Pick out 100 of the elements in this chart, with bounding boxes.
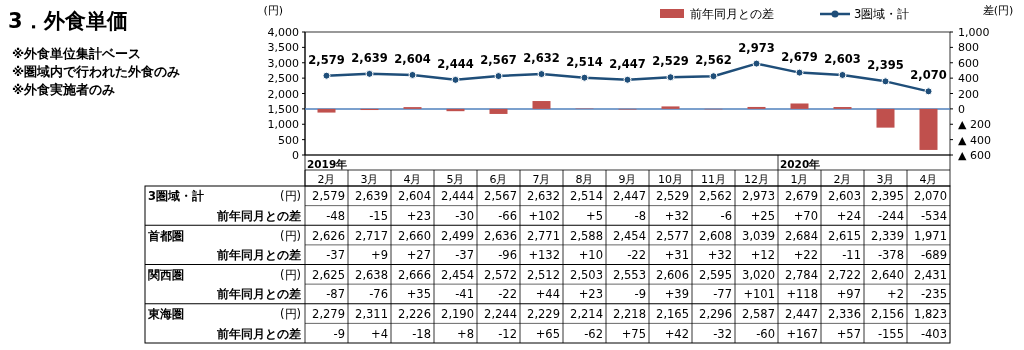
y-tick-label: 3,500 — [267, 41, 299, 55]
x-tick-label: 4月 — [919, 172, 938, 186]
data-label: 2,604 — [398, 189, 431, 204]
y-tick-label: (円) — [280, 189, 301, 204]
point — [322, 71, 331, 80]
data-label: 2,514 — [566, 54, 603, 69]
y2-tick-label: 400 — [958, 72, 979, 86]
data-label: 2,603 — [828, 189, 861, 204]
data-label: +97 — [836, 287, 861, 302]
data-label: 2,973 — [738, 40, 775, 55]
data-label: +42 — [664, 326, 689, 341]
data-label: 2,572 — [484, 267, 517, 282]
data-label: 2,296 — [699, 307, 732, 322]
data-label: 2,512 — [527, 267, 560, 282]
data-label: -534 — [920, 208, 947, 223]
y-tick-label: 4,000 — [267, 26, 299, 39]
data-label: 2,447 — [613, 189, 646, 204]
x-tick-label: 2月 — [833, 172, 852, 186]
x-tick-label: 2月 — [317, 172, 336, 186]
data-label: 2,615 — [828, 228, 861, 243]
x-tick-label: 6月 — [489, 172, 508, 186]
data-label: +12 — [750, 248, 775, 263]
data-label: +32 — [707, 248, 732, 263]
data-label: 2,626 — [312, 228, 345, 243]
data-label: 2,529 — [656, 189, 689, 204]
y2-tick-label: 首都圏 — [147, 228, 184, 243]
bar — [489, 108, 508, 114]
x-tick-label: 8月 — [575, 172, 594, 186]
point — [623, 75, 632, 84]
point — [924, 87, 933, 96]
y-tick-label: 1,000 — [267, 118, 299, 132]
x-tick-label: 11月 — [701, 172, 726, 186]
data-label: -30 — [455, 208, 474, 223]
data-label: +65 — [535, 326, 560, 341]
data-label: 2,577 — [656, 228, 689, 243]
data-label: 2,165 — [656, 307, 689, 322]
y-tick-label: 2,000 — [267, 87, 299, 101]
y2-tick-label: ▲ 400 — [958, 133, 991, 147]
point — [408, 70, 417, 79]
data-label: +22 — [793, 248, 818, 263]
data-label: 2,666 — [398, 267, 431, 282]
y-tick-label: 500 — [278, 133, 299, 147]
data-label: 2,625 — [312, 267, 345, 282]
data-label: -76 — [369, 287, 388, 302]
x-tick-label: 10月 — [658, 172, 683, 186]
data-label: 2,431 — [914, 267, 947, 282]
data-label: -6 — [720, 208, 732, 223]
data-label: 3,020 — [742, 267, 775, 282]
data-label: 2,595 — [699, 267, 732, 282]
y-tick-label: 前年同月との差 — [216, 287, 301, 302]
data-label: 2,070 — [910, 68, 947, 83]
x-tick-label: 5月 — [446, 172, 465, 186]
data-label: 2,603 — [824, 51, 861, 66]
data-label: +70 — [793, 208, 818, 223]
data-label: +31 — [664, 248, 689, 263]
data-label: 2,684 — [785, 228, 818, 243]
data-label: 2,339 — [871, 228, 904, 243]
data-label: -87 — [326, 287, 345, 302]
data-label: +39 — [664, 287, 689, 302]
y2-axis-title: 差(円) — [982, 4, 1014, 17]
data-label: 2,447 — [785, 307, 818, 322]
y2-tick-label: 関西圏 — [148, 267, 184, 282]
data-label: -66 — [498, 208, 517, 223]
data-label: 2,499 — [441, 228, 474, 243]
data-label: 2,395 — [867, 58, 904, 73]
bar — [317, 108, 336, 113]
data-label: -32 — [713, 326, 732, 341]
bar — [790, 103, 809, 109]
data-label: -235 — [920, 287, 947, 302]
point — [666, 73, 675, 82]
data-label: 2,608 — [699, 228, 732, 243]
y-tick-label: (円) — [280, 307, 301, 322]
data-label: 2,214 — [570, 307, 603, 322]
point — [580, 73, 589, 82]
data-label: +167 — [786, 326, 818, 341]
data-label: 2,973 — [742, 189, 775, 204]
y2-tick-label: 600 — [958, 56, 979, 70]
data-label: 2,311 — [355, 307, 388, 322]
data-label: -22 — [498, 287, 517, 302]
y-tick-label: 3,000 — [267, 56, 299, 70]
data-label: +25 — [750, 208, 775, 223]
data-label: -60 — [756, 326, 775, 341]
data-label: 2,244 — [484, 307, 517, 322]
data-label: 2,784 — [785, 267, 818, 282]
data-label: +8 — [457, 326, 474, 341]
data-label: +118 — [786, 287, 818, 302]
bar — [661, 106, 680, 109]
data-label: +75 — [621, 326, 646, 341]
x-tick-label: 4月 — [403, 172, 422, 186]
data-label: +4 — [371, 326, 388, 341]
data-label: 2,579 — [312, 189, 345, 204]
data-label: +9 — [371, 248, 388, 263]
data-label: +102 — [528, 208, 560, 223]
data-label: -48 — [326, 208, 345, 223]
point — [838, 70, 847, 79]
legend-label: 3圏域・計 — [854, 7, 910, 21]
data-label: 2,636 — [484, 228, 517, 243]
data-label: +132 — [528, 248, 560, 263]
data-label: 2,771 — [527, 228, 560, 243]
point — [537, 70, 546, 79]
